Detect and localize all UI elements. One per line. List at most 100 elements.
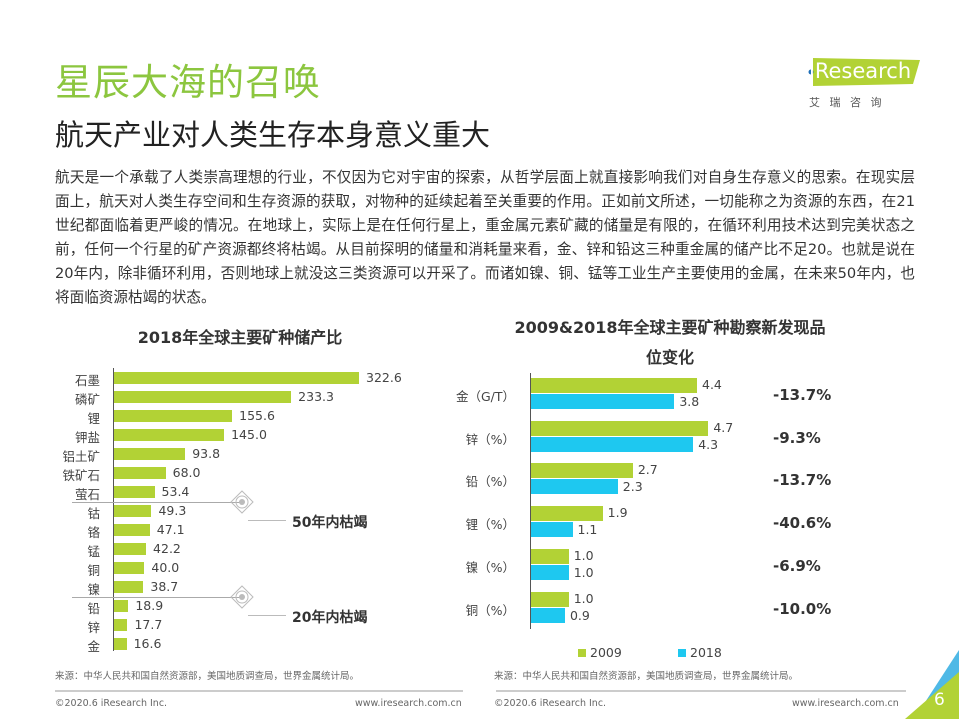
data-label: 18.9 bbox=[135, 598, 164, 613]
category-label: 铜 bbox=[87, 563, 100, 578]
source-note-left: 来源：中华人民共和国自然资源部，美国地质调查局，世界金属统计局。 bbox=[55, 671, 360, 682]
legend-swatch-2009 bbox=[578, 648, 586, 657]
y-axis bbox=[530, 373, 531, 629]
data-label: 4.3 bbox=[698, 436, 719, 452]
category-label: 铬 bbox=[87, 525, 100, 540]
footer-url-left[interactable]: www.iresearch.com.cn bbox=[355, 698, 462, 709]
category-label: 铝土矿 bbox=[62, 449, 100, 464]
footer-divider-left bbox=[55, 690, 463, 692]
bar-2018 bbox=[531, 522, 573, 538]
bar bbox=[114, 372, 359, 384]
right-chart-title: 2009&2018年全球主要矿种勘察新发现品 位变化 bbox=[470, 313, 870, 373]
logo-text: iResearch bbox=[809, 59, 912, 83]
bar bbox=[114, 410, 233, 422]
change-label: -13.7% bbox=[773, 386, 832, 404]
data-label: 40.0 bbox=[151, 560, 180, 575]
bar bbox=[114, 562, 145, 574]
group-divider bbox=[72, 502, 242, 503]
data-label: 1.0 bbox=[573, 547, 594, 563]
bar bbox=[114, 543, 147, 555]
category-label: 铜（%） bbox=[465, 602, 515, 618]
callout-label: 20年内枯竭 bbox=[292, 610, 368, 626]
data-label: 233.3 bbox=[298, 389, 334, 404]
footer-copyright-right: ©2020.6 iResearch Inc. bbox=[494, 698, 607, 709]
footer-divider-right bbox=[496, 690, 906, 692]
category-label: 金（G/T） bbox=[455, 389, 515, 404]
change-label: -6.9% bbox=[773, 556, 821, 575]
logo-shape-icon bbox=[808, 58, 920, 86]
footer-url-right[interactable]: www.iresearch.com.cn bbox=[792, 698, 899, 709]
bar bbox=[114, 619, 128, 631]
category-label: 镍（%） bbox=[465, 559, 515, 575]
bar bbox=[114, 524, 150, 536]
bar-2018 bbox=[531, 607, 565, 623]
bar bbox=[114, 505, 152, 517]
page-number: 6 bbox=[934, 690, 945, 710]
bar-2009 bbox=[531, 548, 569, 564]
category-label: 石墨 bbox=[74, 373, 100, 388]
data-label: 49.3 bbox=[158, 503, 187, 518]
y-axis bbox=[113, 368, 114, 651]
data-label: 145.0 bbox=[231, 427, 267, 442]
legend-label: 2018 bbox=[690, 645, 722, 660]
bar-2009 bbox=[531, 378, 697, 393]
footer-copyright-left: ©2020.6 iResearch Inc. bbox=[55, 698, 168, 709]
data-label: 2.3 bbox=[622, 479, 643, 495]
legend-label: 2009 bbox=[590, 645, 622, 660]
bar-2009 bbox=[531, 506, 603, 522]
bar bbox=[114, 581, 144, 593]
logo-cn: 艾 瑞 咨 询 bbox=[809, 96, 885, 109]
body-paragraph: 航天是一个承载了人类崇高理想的行业，不仅因为它对宇宙的探索，从哲学层面上就直接影… bbox=[55, 169, 915, 306]
bar-2018 bbox=[531, 394, 675, 409]
category-label: 镍 bbox=[87, 582, 100, 597]
data-label: 68.0 bbox=[172, 465, 201, 480]
bar bbox=[114, 391, 292, 403]
category-label: 钾盐 bbox=[74, 430, 100, 445]
data-label: 0.9 bbox=[569, 607, 590, 623]
bar bbox=[114, 638, 127, 650]
data-label: 4.4 bbox=[702, 377, 722, 392]
legend-item-2009: 2009 bbox=[578, 645, 622, 660]
data-label: 1.1 bbox=[577, 522, 598, 538]
left-chart: 石墨 322.6 磷矿 233.3 锂 155.6 钾盐 145.0 铝土矿 93.8 铁矿石 68.… bbox=[62, 368, 402, 654]
iresearch-logo: iResearch 艾 瑞 咨 询 bbox=[795, 50, 920, 120]
change-label: -40.6% bbox=[773, 514, 832, 533]
bar bbox=[114, 600, 129, 612]
data-label: 1.9 bbox=[607, 505, 628, 521]
data-label: 47.1 bbox=[156, 522, 185, 537]
bar bbox=[114, 486, 155, 498]
category-label: 锂（%） bbox=[465, 517, 515, 533]
change-label: -13.7% bbox=[773, 471, 832, 490]
data-label: 1.0 bbox=[573, 590, 594, 606]
change-label: -9.3% bbox=[773, 428, 821, 447]
callout-line bbox=[248, 520, 286, 521]
page-title: 星辰大海的召唤 bbox=[55, 61, 321, 104]
category-label: 钴 bbox=[87, 506, 100, 521]
legend-swatch-2018 bbox=[678, 648, 686, 657]
bar-2009 bbox=[531, 591, 569, 607]
data-label: 53.4 bbox=[161, 484, 190, 499]
category-label: 锂 bbox=[87, 411, 100, 426]
data-label: 1.0 bbox=[573, 564, 594, 580]
bar-2009 bbox=[531, 463, 633, 479]
bar-2018 bbox=[531, 564, 569, 580]
category-label: 萤石 bbox=[74, 487, 100, 502]
category-label: 锌（%） bbox=[465, 431, 515, 447]
source-note-right: 来源：中华人民共和国自然资源部，美国地质调查局，世界金属统计局。 bbox=[494, 671, 799, 682]
category-label: 铁矿石 bbox=[62, 468, 100, 483]
group-divider bbox=[72, 597, 242, 598]
data-label: 155.6 bbox=[239, 408, 275, 423]
callout-label: 50年内枯竭 bbox=[292, 515, 368, 531]
right-chart-title-line2: 位变化 bbox=[645, 348, 694, 367]
bar-2009 bbox=[531, 420, 709, 436]
data-label: 17.7 bbox=[134, 617, 163, 632]
bar bbox=[114, 448, 186, 460]
page-subtitle: 航天产业对人类生存本身意义重大 bbox=[55, 118, 491, 152]
legend-item-2018: 2018 bbox=[678, 645, 722, 660]
data-label: 2.7 bbox=[637, 462, 658, 478]
right-chart-title-line1: 2009&2018年全球主要矿种勘察新发现品 bbox=[514, 318, 826, 337]
target-marker-icon bbox=[230, 490, 254, 514]
data-label: 322.6 bbox=[366, 370, 402, 385]
data-label: 93.8 bbox=[192, 446, 221, 461]
